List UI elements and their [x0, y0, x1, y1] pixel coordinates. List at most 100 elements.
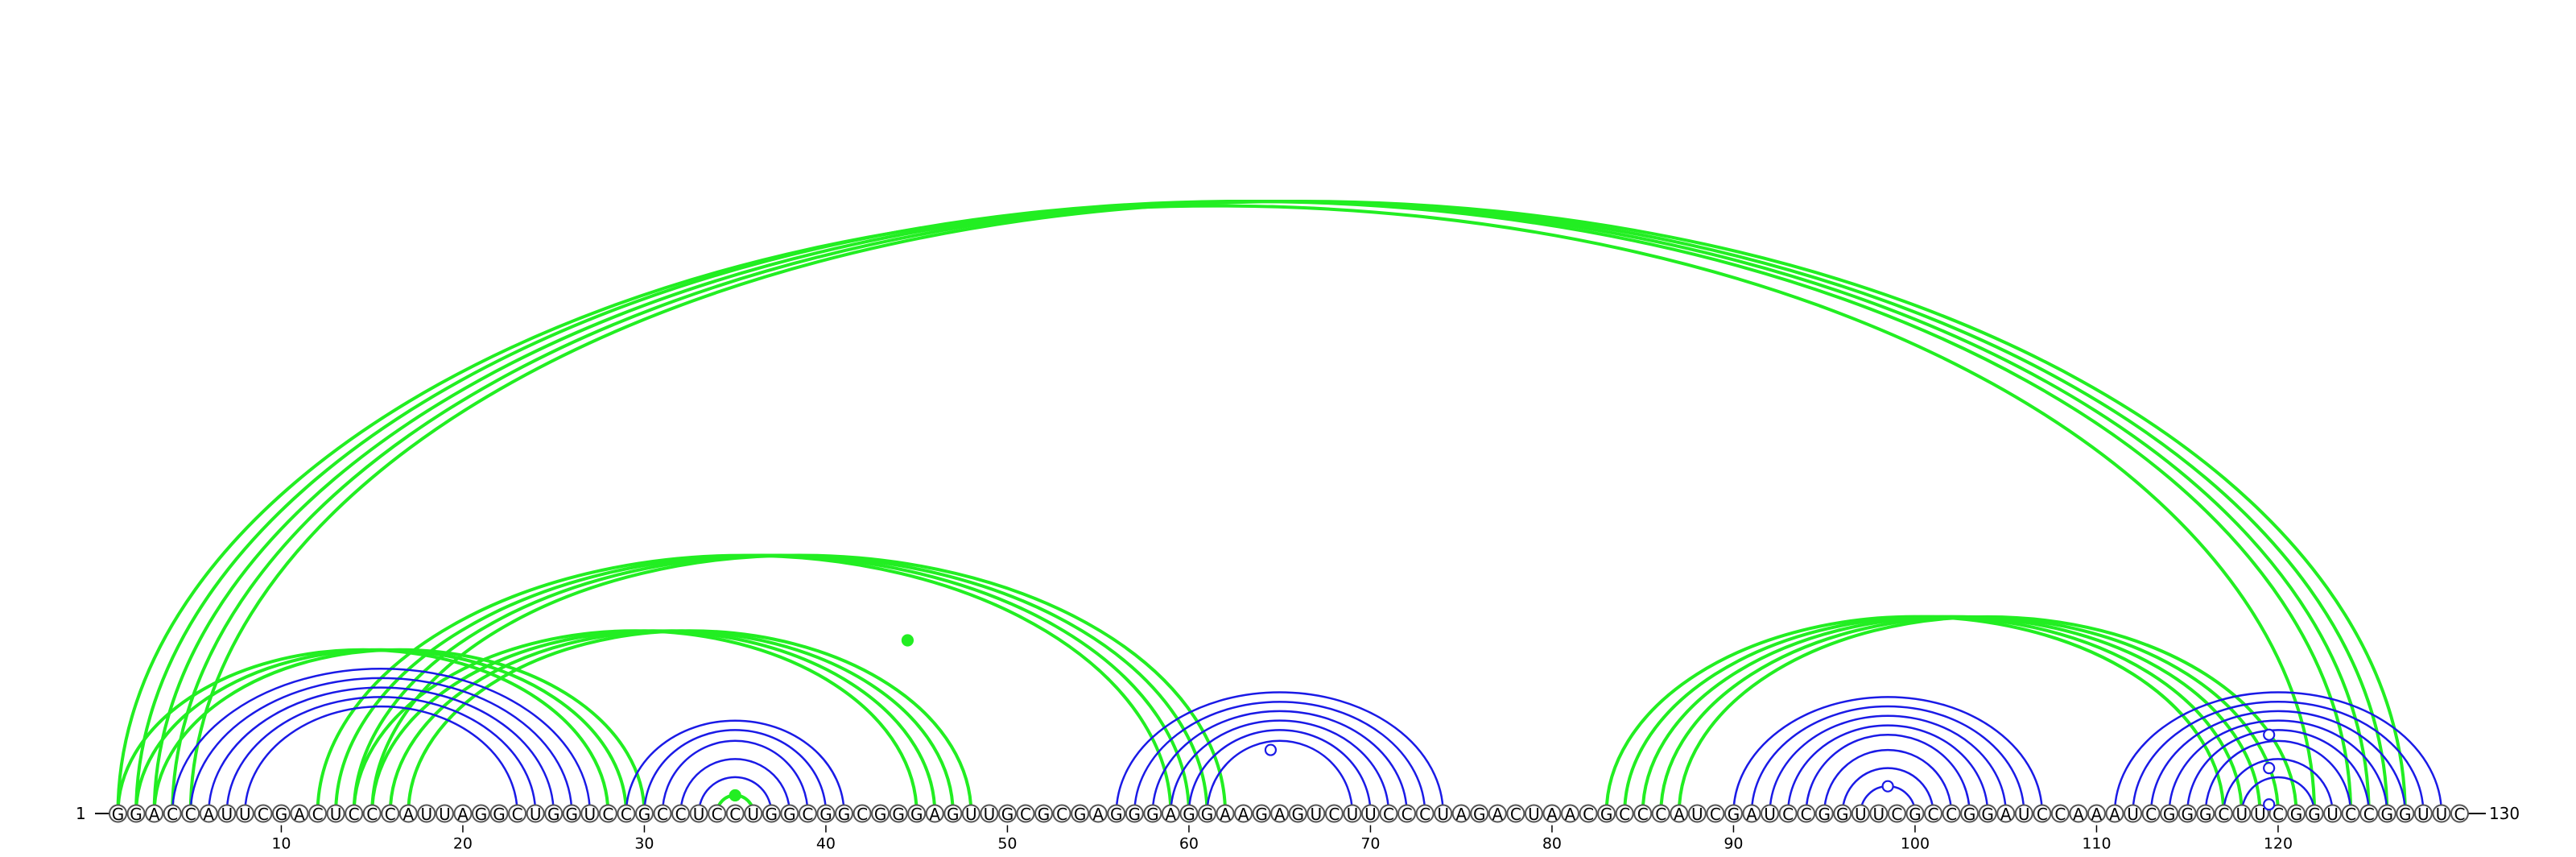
- nucleotide-42: C: [852, 804, 872, 824]
- tick-label-110: 110: [2082, 835, 2111, 853]
- nucleotide-circle: [2268, 804, 2288, 823]
- nucleotide-circle: [2413, 804, 2433, 823]
- nucleotide-9: C: [254, 804, 273, 824]
- base-pair-arc-14-61: [352, 553, 1209, 814]
- nucleotide-letter: G: [1129, 805, 1141, 824]
- base-pair-arc-59-71: [1170, 719, 1390, 814]
- nucleotide-circle: [326, 804, 345, 823]
- nucleotide-letter: A: [2091, 805, 2103, 824]
- nucleotide-38: G: [780, 804, 799, 824]
- nucleotide-letter: G: [638, 805, 651, 824]
- nucleotide-62: A: [1216, 804, 1235, 824]
- nucleotide-letter: C: [857, 805, 868, 824]
- nucleotide-circle: [254, 804, 273, 823]
- sequence-end-label: 130: [2489, 804, 2520, 823]
- nucleotide-10: G: [271, 804, 291, 824]
- nucleotide-125: C: [2359, 804, 2379, 824]
- nucleotide-circle: [1343, 804, 1362, 823]
- nucleotide-letter: C: [1419, 805, 1430, 824]
- nucleotide-1: G: [109, 804, 127, 824]
- nucleotide-circle: [308, 804, 328, 823]
- nucleotide-8: U: [235, 804, 254, 824]
- nucleotide-circle: [1198, 804, 1216, 823]
- nucleotide-letter: C: [802, 805, 813, 824]
- nucleotide-58: G: [1143, 804, 1162, 824]
- nucleotide-106: U: [2014, 804, 2033, 824]
- nucleotide-circle: [1960, 804, 1979, 823]
- nucleotide-114: G: [2160, 804, 2179, 824]
- nucleotide-44: G: [889, 804, 908, 824]
- nucleotide-circle: [1615, 804, 1634, 823]
- nucleotide-circle: [1996, 804, 2016, 823]
- nucleotide-letter: A: [1274, 805, 1286, 824]
- nucleotide-67: U: [1307, 804, 1326, 824]
- nucleotide-letter: C: [1655, 805, 1666, 824]
- nucleotide-letter: U: [1437, 805, 1449, 824]
- nucleotide-94: C: [1797, 804, 1816, 824]
- nucleotide-letter: A: [1166, 805, 1177, 824]
- nucleotide-circle: [562, 804, 581, 823]
- nucleotide-50: G: [997, 804, 1017, 824]
- nucleotide-letter: C: [2363, 805, 2375, 824]
- nucleotide-letter: C: [366, 805, 378, 824]
- nucleotide-34: C: [708, 804, 727, 824]
- nucleotide-circle: [598, 804, 617, 823]
- nucleotide-84: C: [1615, 804, 1634, 824]
- nucleotide-21: G: [472, 804, 490, 824]
- nucleotide-81: A: [1561, 804, 1579, 824]
- nucleotide-128: U: [2413, 804, 2433, 824]
- nucleotide-letter: A: [1220, 805, 1231, 824]
- nucleotide-circle: [2050, 804, 2070, 823]
- nucleotide-circle: [580, 804, 600, 823]
- nucleotide-letter: G: [2199, 805, 2212, 824]
- nucleotide-letter: U: [1855, 805, 1867, 824]
- nucleotide-circle: [1524, 804, 1543, 823]
- tick-label-70: 70: [1360, 835, 1380, 853]
- nucleotide-55: A: [1088, 804, 1108, 824]
- nucleotide-circle: [1470, 804, 1489, 823]
- nucleotide-letter: A: [1565, 805, 1576, 824]
- nucleotide-circle: [2214, 804, 2233, 823]
- nucleotide-circle: [1234, 804, 1253, 823]
- nucleotide-99: C: [1887, 804, 1906, 824]
- nucleotide-letter: C: [1801, 805, 1812, 824]
- nucleotide-letter: C: [729, 805, 741, 824]
- nucleotide-circle: [2450, 804, 2469, 823]
- base-pair-arc-61-69: [1206, 739, 1354, 814]
- base-pair-arc-91-106: [1750, 705, 2025, 814]
- nucleotide-letter: A: [457, 805, 469, 824]
- base-pair-arc-33-37: [697, 776, 773, 814]
- nucleotide-2: G: [126, 804, 146, 824]
- nucleotide-51: C: [1016, 804, 1035, 824]
- base-pair-arc-4-126: [171, 199, 2389, 814]
- nucleotide-circle: [2087, 804, 2106, 823]
- nucleotide-letter: A: [1238, 805, 1249, 824]
- nucleotide-circle: [816, 804, 836, 823]
- nucleotide-circle: [852, 804, 872, 823]
- nucleotide-88: U: [1687, 804, 1707, 824]
- nucleotide-letter: G: [2181, 805, 2194, 824]
- nucleotide-circle: [1397, 804, 1417, 823]
- nucleotide-97: U: [1851, 804, 1870, 824]
- nucleotide-49: U: [980, 804, 999, 824]
- nucleotide-circle: [2160, 804, 2179, 823]
- nucleotide-13: U: [326, 804, 345, 824]
- nucleotide-circle: [1143, 804, 1162, 823]
- nucleotide-circle: [1052, 804, 1071, 823]
- nucleotide-68: C: [1324, 804, 1344, 824]
- nucleotide-letter: G: [2308, 805, 2321, 824]
- base-pair-arc-56-74: [1115, 691, 1444, 814]
- nucleotide-circle: [381, 804, 400, 823]
- nucleotide-23: C: [508, 804, 527, 824]
- nucleotide-circle: [417, 804, 436, 823]
- nucleotide-98: U: [1869, 804, 1889, 824]
- base-pair-arc-57-73: [1133, 701, 1426, 814]
- nucleotide-circle: [943, 804, 963, 823]
- nucleotide-124: C: [2341, 804, 2360, 824]
- nucleotide-circle: [1071, 804, 1090, 823]
- nucleotide-letter: C: [349, 805, 360, 824]
- nucleotide-letter: U: [1873, 805, 1885, 824]
- nucleotide-circle: [871, 804, 890, 823]
- nucleotide-circle: [1179, 804, 1199, 823]
- nucleotide-circle: [1107, 804, 1126, 823]
